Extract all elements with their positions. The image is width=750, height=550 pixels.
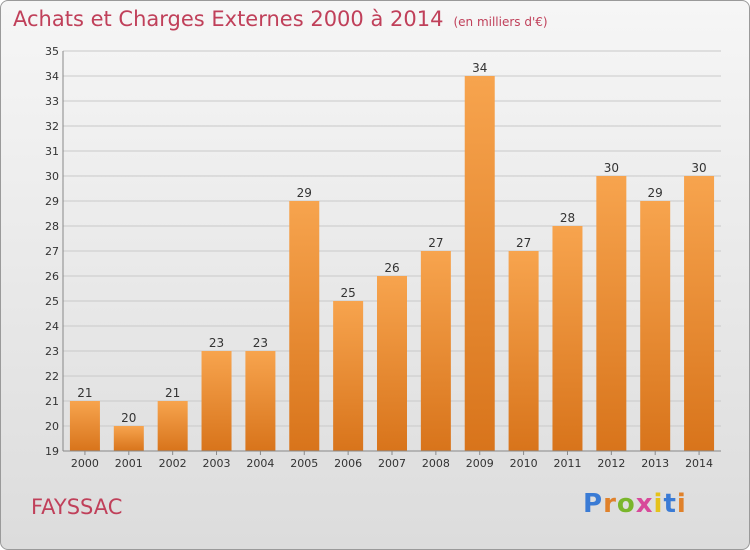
x-tick-label: 2014 bbox=[685, 457, 713, 470]
bar bbox=[157, 401, 188, 451]
x-tick-label: 2003 bbox=[203, 457, 231, 470]
data-label: 21 bbox=[165, 386, 180, 400]
data-label: 27 bbox=[428, 236, 443, 250]
y-tick-label: 27 bbox=[45, 245, 59, 258]
data-label: 29 bbox=[648, 186, 663, 200]
y-tick-label: 34 bbox=[45, 70, 59, 83]
y-tick-label: 19 bbox=[45, 445, 59, 458]
y-tick-label: 30 bbox=[45, 170, 59, 183]
x-tick-label: 2007 bbox=[378, 457, 406, 470]
brand-letter: r bbox=[603, 489, 617, 519]
bar bbox=[464, 76, 495, 451]
x-tick-label: 2002 bbox=[159, 457, 187, 470]
x-tick-label: 2009 bbox=[466, 457, 494, 470]
x-tick-label: 2008 bbox=[422, 457, 450, 470]
place-name: FAYSSAC bbox=[31, 495, 123, 519]
data-label: 27 bbox=[516, 236, 531, 250]
bar bbox=[508, 251, 539, 451]
y-tick-label: 23 bbox=[45, 345, 59, 358]
y-tick-label: 22 bbox=[45, 370, 59, 383]
bar bbox=[333, 301, 364, 451]
brand-letter: i bbox=[653, 489, 664, 519]
bar bbox=[596, 176, 627, 451]
data-label: 20 bbox=[121, 411, 136, 425]
x-tick-label: 2013 bbox=[641, 457, 669, 470]
data-label: 23 bbox=[209, 336, 224, 350]
chart-title-block: Achats et Charges Externes 2000 à 2014 (e… bbox=[13, 7, 548, 31]
data-label: 25 bbox=[340, 286, 355, 300]
bar bbox=[201, 351, 232, 451]
data-label: 30 bbox=[604, 161, 619, 175]
y-tick-label: 33 bbox=[45, 95, 59, 108]
bar bbox=[552, 226, 583, 451]
data-label: 26 bbox=[384, 261, 399, 275]
x-tick-label: 2012 bbox=[597, 457, 625, 470]
y-tick-label: 21 bbox=[45, 395, 59, 408]
data-label: 28 bbox=[560, 211, 575, 225]
x-tick-label: 2011 bbox=[553, 457, 581, 470]
data-label: 34 bbox=[472, 61, 487, 75]
bar bbox=[289, 201, 320, 451]
x-tick-label: 2006 bbox=[334, 457, 362, 470]
brand-logo: Proxiti bbox=[583, 489, 687, 519]
y-tick-label: 20 bbox=[45, 420, 59, 433]
bar bbox=[640, 201, 671, 451]
bar bbox=[245, 351, 276, 451]
data-label: 23 bbox=[253, 336, 268, 350]
chart-unit: (en milliers d'€) bbox=[453, 15, 548, 29]
x-tick-label: 2005 bbox=[290, 457, 318, 470]
y-tick-label: 29 bbox=[45, 195, 59, 208]
bar bbox=[113, 426, 144, 451]
data-label: 30 bbox=[691, 161, 706, 175]
x-tick-label: 2004 bbox=[246, 457, 274, 470]
y-tick-label: 31 bbox=[45, 145, 59, 158]
brand-letter: x bbox=[635, 489, 654, 519]
data-label: 29 bbox=[297, 186, 312, 200]
brand-letter: P bbox=[583, 489, 604, 519]
chart-title: Achats et Charges Externes 2000 à 2014 bbox=[13, 7, 444, 31]
y-tick-label: 24 bbox=[45, 320, 59, 333]
data-label: 21 bbox=[77, 386, 92, 400]
brand-letter: o bbox=[616, 489, 636, 519]
brand-letter: t bbox=[663, 489, 677, 519]
y-tick-label: 32 bbox=[45, 120, 59, 133]
x-tick-label: 2000 bbox=[71, 457, 99, 470]
bar bbox=[377, 276, 407, 451]
y-tick-label: 26 bbox=[45, 270, 59, 283]
y-tick-label: 35 bbox=[45, 45, 59, 58]
x-tick-label: 2001 bbox=[115, 457, 143, 470]
y-tick-label: 28 bbox=[45, 220, 59, 233]
bar bbox=[69, 401, 100, 451]
bar bbox=[420, 251, 451, 451]
brand-letter: i bbox=[676, 489, 687, 519]
x-tick-label: 2010 bbox=[510, 457, 538, 470]
bar bbox=[684, 176, 715, 451]
y-tick-label: 25 bbox=[45, 295, 59, 308]
